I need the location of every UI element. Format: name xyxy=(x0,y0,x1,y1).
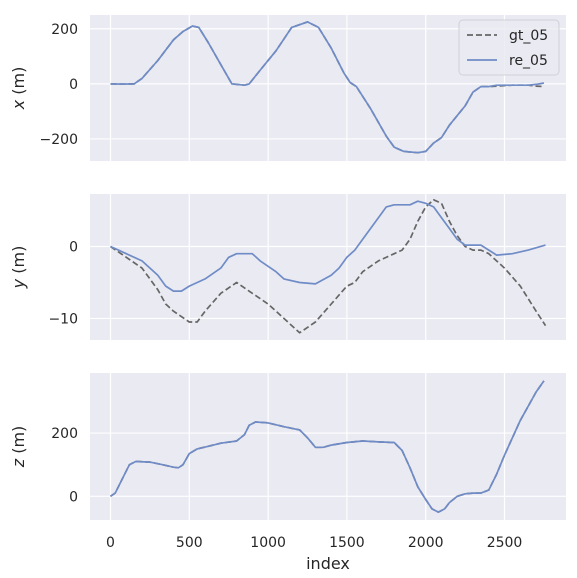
series-z xyxy=(110,380,545,513)
plot-area-y xyxy=(90,194,566,340)
y-axis-label-z: z (m) xyxy=(9,426,28,469)
series-x xyxy=(110,21,545,154)
legend-box xyxy=(458,19,560,76)
series-line-gt_05 xyxy=(110,198,547,334)
series-line-re_05 xyxy=(110,200,546,292)
y-tick-label: 200 xyxy=(51,22,78,38)
x-tick-label: 2000 xyxy=(408,535,444,551)
panel-z: 2000 z (m) xyxy=(9,373,566,520)
x-tick-label: 1000 xyxy=(250,535,286,551)
y-tick-label: 0 xyxy=(69,489,78,505)
grid-y xyxy=(90,194,566,340)
x-tick-label: 1500 xyxy=(329,535,365,551)
x-axis-label: index xyxy=(306,554,350,573)
legend-label-gt_05: gt_05 xyxy=(509,28,548,44)
y-ticks-x: 200 0 −200 xyxy=(40,22,78,148)
series-y xyxy=(110,198,547,334)
y-axis-label-x: x (m) xyxy=(9,67,28,111)
series-line-re_05 xyxy=(110,380,545,513)
y-ticks-y: 0 −10 xyxy=(48,240,78,328)
panel-y: 0 −10 y (m) xyxy=(9,194,566,340)
y-tick-label: 200 xyxy=(51,426,78,442)
legend: gt_05 re_05 xyxy=(458,19,560,76)
y-tick-label: 0 xyxy=(69,240,78,256)
y-tick-label: −200 xyxy=(40,132,78,148)
x-tick-label: 0 xyxy=(106,535,115,551)
y-axis-label-z-unit: (m) xyxy=(9,426,28,459)
y-axis-label-y: y (m) xyxy=(9,246,28,290)
y-axis-label-x-unit: (m) xyxy=(9,67,28,100)
x-tick-label: 500 xyxy=(176,535,203,551)
y-axis-label-x-var: x xyxy=(9,99,28,110)
x-tick-labels: 0 500 1000 1500 2000 2500 xyxy=(106,535,522,551)
y-axis-label-y-var: y xyxy=(9,278,28,289)
y-tick-label: 0 xyxy=(69,77,78,93)
y-ticks-z: 2000 xyxy=(51,426,78,505)
series-line-re_05 xyxy=(110,21,545,154)
y-axis-label-z-var: z xyxy=(9,458,28,468)
y-axis-label-y-unit: (m) xyxy=(9,246,28,279)
y-tick-label: −10 xyxy=(48,311,78,327)
legend-label-re_05: re_05 xyxy=(509,53,548,69)
x-tick-label: 2500 xyxy=(487,535,523,551)
